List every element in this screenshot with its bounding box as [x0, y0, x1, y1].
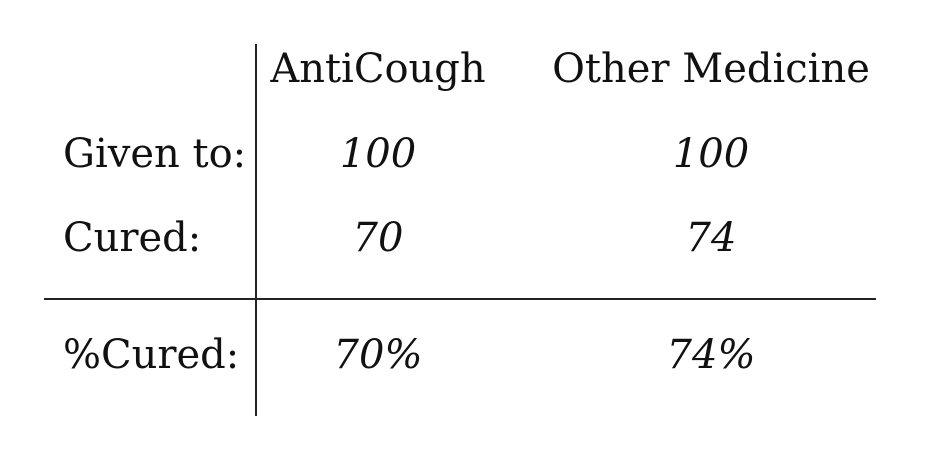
given-to-other-medicine-value: 100: [672, 131, 750, 177]
vertical-divider: [255, 44, 257, 416]
percent-cured-other-medicine-value: 74%: [666, 332, 756, 378]
cured-anticough-value: 70: [352, 215, 404, 261]
cured-other-medicine-value: 74: [685, 215, 737, 261]
header-anticough: AntiCough: [270, 46, 486, 92]
horizontal-divider: [44, 298, 876, 300]
given-to-anticough-value: 100: [339, 131, 417, 177]
header-other-medicine: Other Medicine: [552, 46, 870, 92]
row-label-cured: Cured:: [63, 215, 202, 261]
row-label-given-to: Given to:: [63, 131, 247, 177]
row-label-percent-cured: %Cured:: [63, 332, 240, 378]
percent-cured-anticough-value: 70%: [333, 332, 423, 378]
